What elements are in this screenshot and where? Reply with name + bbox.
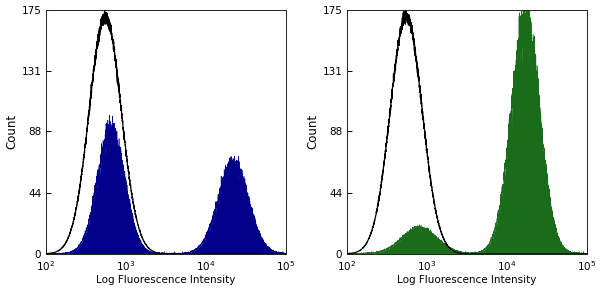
X-axis label: Log Fluorescence Intensity: Log Fluorescence Intensity xyxy=(96,276,235,285)
X-axis label: Log Fluorescence Intensity: Log Fluorescence Intensity xyxy=(397,276,536,285)
Y-axis label: Count: Count xyxy=(306,114,320,149)
Y-axis label: Count: Count xyxy=(5,114,19,149)
